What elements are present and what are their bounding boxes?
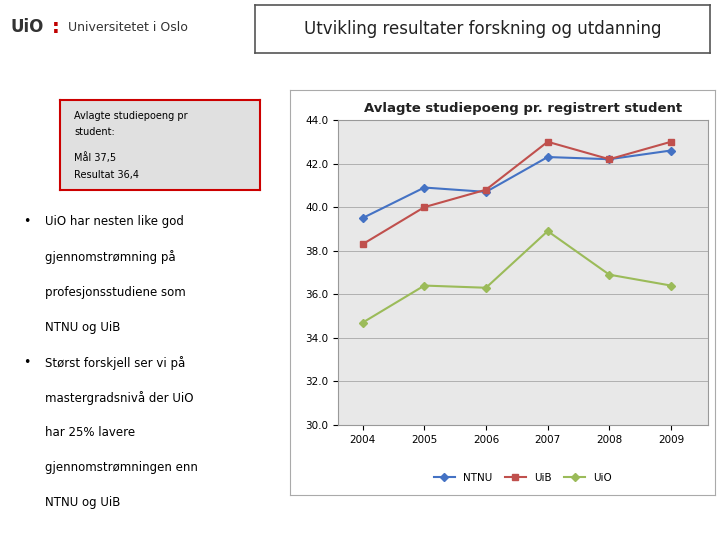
NTNU: [667, 147, 675, 154]
Text: student:: student:: [74, 127, 114, 137]
UiB: [544, 139, 552, 145]
Text: Resultat 36,4: Resultat 36,4: [74, 170, 139, 180]
Text: Avlagte studiepoeng pr: Avlagte studiepoeng pr: [74, 111, 188, 121]
Text: UiO: UiO: [10, 18, 43, 36]
Text: :: :: [51, 18, 59, 37]
NTNU: [605, 156, 613, 163]
Text: gjennomstrømningen enn: gjennomstrømningen enn: [45, 461, 198, 474]
Line: NTNU: NTNU: [359, 147, 674, 221]
Text: mastergradsnivå der UiO: mastergradsnivå der UiO: [45, 391, 194, 405]
Line: UiO: UiO: [359, 228, 674, 326]
UiB: [667, 139, 675, 145]
Text: •: •: [23, 215, 31, 228]
Text: Mål 37,5: Mål 37,5: [74, 152, 116, 163]
UiO: [544, 228, 552, 234]
Text: profesjonsstudiene som: profesjonsstudiene som: [45, 286, 186, 299]
NTNU: [420, 184, 428, 191]
UiO: [482, 285, 490, 291]
Text: UiO har nesten like god: UiO har nesten like god: [45, 215, 184, 228]
Line: UiB: UiB: [359, 139, 674, 247]
UiO: [359, 319, 367, 326]
Legend: NTNU, UiB, UiO: NTNU, UiB, UiO: [430, 469, 616, 487]
Text: Universitetet i Oslo: Universitetet i Oslo: [68, 21, 187, 33]
Text: •: •: [23, 356, 31, 369]
Text: har 25% lavere: har 25% lavere: [45, 426, 135, 439]
UiO: [420, 282, 428, 289]
Text: Størst forskjell ser vi på: Størst forskjell ser vi på: [45, 356, 185, 370]
NTNU: [482, 188, 490, 195]
NTNU: [359, 215, 367, 221]
UiO: [605, 272, 613, 278]
Text: Utvikling resultater forskning og utdanning: Utvikling resultater forskning og utdann…: [304, 20, 661, 38]
UiB: [359, 241, 367, 247]
NTNU: [544, 154, 552, 160]
Title: Avlagte studiepoeng pr. registrert student: Avlagte studiepoeng pr. registrert stude…: [364, 102, 682, 114]
UiO: [667, 282, 675, 289]
Text: gjennomstrømning på: gjennomstrømning på: [45, 251, 176, 265]
Text: NTNU og UiB: NTNU og UiB: [45, 321, 120, 334]
UiB: [420, 204, 428, 211]
Text: NTNU og UiB: NTNU og UiB: [45, 496, 120, 509]
UiB: [605, 156, 613, 163]
UiB: [482, 186, 490, 193]
